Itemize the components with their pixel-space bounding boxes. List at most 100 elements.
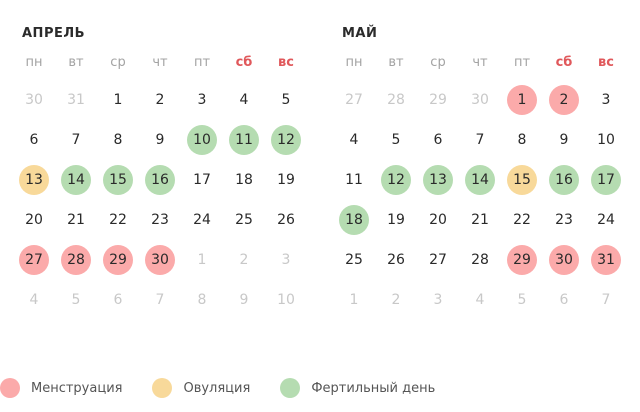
day-cell[interactable]: 13 xyxy=(417,160,459,200)
legend-item-fertile: Фертильный день xyxy=(280,378,435,398)
day-cell[interactable]: 6 xyxy=(13,120,55,160)
day-cell[interactable]: 9 xyxy=(139,120,181,160)
day-cell[interactable]: 3 xyxy=(181,80,223,120)
day-cell[interactable]: 14 xyxy=(55,160,97,200)
day-cell[interactable]: 28 xyxy=(459,240,501,280)
day-number: 7 xyxy=(601,292,611,308)
day-cell[interactable]: 28 xyxy=(375,80,417,120)
day-cell[interactable]: 3 xyxy=(417,280,459,320)
day-cell[interactable]: 8 xyxy=(97,120,139,160)
day-cell[interactable]: 17 xyxy=(181,160,223,200)
day-cell[interactable]: 7 xyxy=(139,280,181,320)
day-cell[interactable]: 29 xyxy=(417,80,459,120)
day-cell[interactable]: 5 xyxy=(501,280,543,320)
day-cell[interactable]: 5 xyxy=(375,120,417,160)
day-cell[interactable]: 15 xyxy=(97,160,139,200)
day-cell[interactable]: 10 xyxy=(265,280,307,320)
day-cell[interactable]: 11 xyxy=(333,160,375,200)
day-cell[interactable]: 22 xyxy=(501,200,543,240)
day-cell[interactable]: 2 xyxy=(223,240,265,280)
day-cell[interactable]: 1 xyxy=(501,80,543,120)
day-cell[interactable]: 21 xyxy=(459,200,501,240)
day-cell[interactable]: 2 xyxy=(139,80,181,120)
day-cell[interactable]: 19 xyxy=(265,160,307,200)
day-cell[interactable]: 8 xyxy=(181,280,223,320)
day-cell[interactable]: 11 xyxy=(223,120,265,160)
day-cell[interactable]: 4 xyxy=(13,280,55,320)
day-cell[interactable]: 14 xyxy=(459,160,501,200)
day-cell[interactable]: 16 xyxy=(543,160,585,200)
day-number: 7 xyxy=(71,132,81,148)
day-cell[interactable]: 13 xyxy=(13,160,55,200)
day-cell[interactable]: 25 xyxy=(333,240,375,280)
fertile-marker-icon xyxy=(61,165,91,195)
day-cell[interactable]: 27 xyxy=(417,240,459,280)
day-cell[interactable]: 7 xyxy=(459,120,501,160)
day-cell[interactable]: 5 xyxy=(265,80,307,120)
day-cell[interactable]: 20 xyxy=(417,200,459,240)
day-cell[interactable]: 17 xyxy=(585,160,627,200)
fertile-marker-icon xyxy=(103,165,133,195)
day-cell[interactable]: 27 xyxy=(13,240,55,280)
day-cell[interactable]: 27 xyxy=(333,80,375,120)
day-cell[interactable]: 4 xyxy=(333,120,375,160)
day-cell[interactable]: 31 xyxy=(585,240,627,280)
day-cell[interactable]: 23 xyxy=(139,200,181,240)
day-cell[interactable]: 16 xyxy=(139,160,181,200)
day-cell[interactable]: 30 xyxy=(459,80,501,120)
day-cell[interactable]: 30 xyxy=(139,240,181,280)
day-cell[interactable]: 6 xyxy=(543,280,585,320)
day-cell[interactable]: 29 xyxy=(501,240,543,280)
day-cell[interactable]: 10 xyxy=(181,120,223,160)
fertile-dot-icon xyxy=(280,378,301,398)
day-cell[interactable]: 12 xyxy=(375,160,417,200)
day-cell[interactable]: 9 xyxy=(543,120,585,160)
week-row: 25 26 27 28 29 30 31 xyxy=(333,240,627,280)
week-row: 30 31 1 2 3 4 5 xyxy=(13,80,307,120)
day-cell[interactable]: 19 xyxy=(375,200,417,240)
day-cell[interactable]: 26 xyxy=(265,200,307,240)
day-cell[interactable]: 28 xyxy=(55,240,97,280)
day-cell[interactable]: 30 xyxy=(543,240,585,280)
day-cell[interactable]: 10 xyxy=(585,120,627,160)
day-cell[interactable]: 20 xyxy=(13,200,55,240)
day-cell[interactable]: 23 xyxy=(543,200,585,240)
day-number: 2 xyxy=(155,92,165,108)
day-cell[interactable]: 24 xyxy=(585,200,627,240)
day-cell[interactable]: 15 xyxy=(501,160,543,200)
day-number: 2 xyxy=(559,92,569,108)
day-cell[interactable]: 6 xyxy=(417,120,459,160)
day-cell[interactable]: 12 xyxy=(265,120,307,160)
day-cell[interactable]: 1 xyxy=(97,80,139,120)
day-cell[interactable]: 9 xyxy=(223,280,265,320)
day-cell[interactable]: 1 xyxy=(181,240,223,280)
day-cell[interactable]: 26 xyxy=(375,240,417,280)
day-number: 6 xyxy=(433,132,443,148)
day-cell[interactable]: 2 xyxy=(375,280,417,320)
day-cell[interactable]: 2 xyxy=(543,80,585,120)
week-row: 18 19 20 21 22 23 24 xyxy=(333,200,627,240)
day-cell[interactable]: 1 xyxy=(333,280,375,320)
day-cell[interactable]: 5 xyxy=(55,280,97,320)
day-cell[interactable]: 6 xyxy=(97,280,139,320)
day-number: 12 xyxy=(277,132,295,148)
month-grid: пн вт ср чт пт сб вс 30 31 1 2 3 4 5 6 7 8 9 10 11 12 13 14 15 1… xyxy=(13,52,307,320)
day-cell[interactable]: 4 xyxy=(459,280,501,320)
day-cell[interactable]: 18 xyxy=(333,200,375,240)
day-number: 9 xyxy=(155,132,165,148)
day-cell[interactable]: 25 xyxy=(223,200,265,240)
day-cell[interactable]: 8 xyxy=(501,120,543,160)
week-row: 27 28 29 30 1 2 3 xyxy=(333,80,627,120)
day-cell[interactable]: 3 xyxy=(585,80,627,120)
day-cell[interactable]: 7 xyxy=(585,280,627,320)
day-cell[interactable]: 29 xyxy=(97,240,139,280)
day-cell[interactable]: 18 xyxy=(223,160,265,200)
day-cell[interactable]: 4 xyxy=(223,80,265,120)
day-cell[interactable]: 24 xyxy=(181,200,223,240)
day-cell[interactable]: 21 xyxy=(55,200,97,240)
day-cell[interactable]: 7 xyxy=(55,120,97,160)
day-cell[interactable]: 22 xyxy=(97,200,139,240)
day-cell[interactable]: 3 xyxy=(265,240,307,280)
day-cell[interactable]: 30 xyxy=(13,80,55,120)
day-cell[interactable]: 31 xyxy=(55,80,97,120)
